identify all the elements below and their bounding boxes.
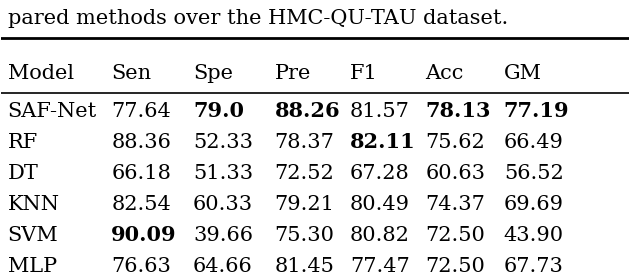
Text: 43.90: 43.90 [504,226,564,245]
Text: 67.28: 67.28 [350,164,410,183]
Text: 78.37: 78.37 [275,133,335,152]
Text: 56.52: 56.52 [504,164,564,183]
Text: 75.62: 75.62 [426,133,485,152]
Text: Sen: Sen [111,64,152,83]
Text: SAF-Net: SAF-Net [8,102,97,121]
Text: 66.49: 66.49 [504,133,564,152]
Text: 52.33: 52.33 [193,133,253,152]
Text: 77.47: 77.47 [350,257,410,276]
Text: 72.50: 72.50 [426,226,485,245]
Text: Pre: Pre [275,64,311,83]
Text: SVM: SVM [8,226,58,245]
Text: 60.63: 60.63 [426,164,485,183]
Text: 81.45: 81.45 [275,257,335,276]
Text: KNN: KNN [8,195,60,214]
Text: 39.66: 39.66 [193,226,253,245]
Text: 67.73: 67.73 [504,257,564,276]
Text: 80.49: 80.49 [350,195,410,214]
Text: pared methods over the HMC-QU-TAU dataset.: pared methods over the HMC-QU-TAU datase… [8,9,508,28]
Text: 78.13: 78.13 [426,101,491,121]
Text: 79.21: 79.21 [275,195,335,214]
Text: 88.26: 88.26 [275,101,340,121]
Text: RF: RF [8,133,38,152]
Text: 60.33: 60.33 [193,195,253,214]
Text: 72.50: 72.50 [426,257,485,276]
Text: 51.33: 51.33 [193,164,253,183]
Text: 79.0: 79.0 [193,101,244,121]
Text: DT: DT [8,164,38,183]
Text: MLP: MLP [8,257,57,276]
Text: 77.64: 77.64 [111,102,171,121]
Text: 75.30: 75.30 [275,226,335,245]
Text: 64.66: 64.66 [193,257,253,276]
Text: 76.63: 76.63 [111,257,171,276]
Text: 88.36: 88.36 [111,133,171,152]
Text: 81.57: 81.57 [350,102,410,121]
Text: 82.11: 82.11 [350,132,416,152]
Text: 69.69: 69.69 [504,195,564,214]
Text: 72.52: 72.52 [275,164,334,183]
Text: GM: GM [504,64,541,83]
Text: 80.82: 80.82 [350,226,410,245]
Text: Model: Model [8,64,74,83]
Text: F1: F1 [350,64,378,83]
Text: Spe: Spe [193,64,233,83]
Text: 90.09: 90.09 [111,225,177,245]
Text: 74.37: 74.37 [426,195,485,214]
Text: 66.18: 66.18 [111,164,171,183]
Text: 77.19: 77.19 [504,101,570,121]
Text: Acc: Acc [426,64,463,83]
Text: 82.54: 82.54 [111,195,171,214]
